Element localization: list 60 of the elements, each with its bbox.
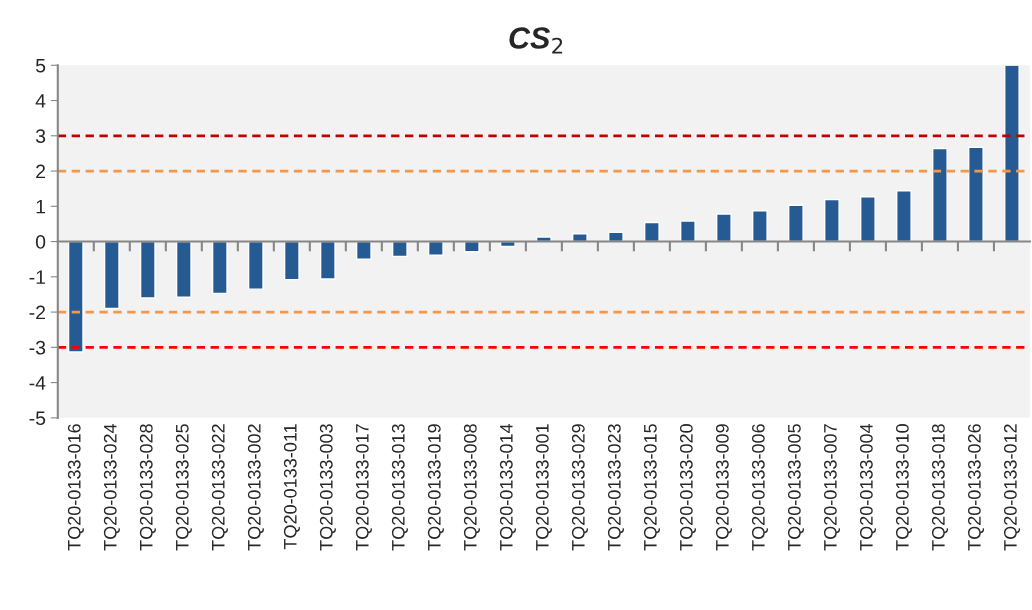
y-tick-label: 3 (35, 129, 46, 144)
chart-title: CS$_{2}$ (509, 27, 563, 54)
x-tick-label: TQ20-0133-006 (751, 424, 768, 551)
x-tick-label: TQ20-0133-005 (787, 424, 804, 551)
bar (751, 210, 768, 243)
bar (283, 240, 300, 281)
y-tick-label: -2 (29, 305, 46, 320)
bar (175, 240, 192, 298)
x-tick-label: TQ20-0133-011 (283, 424, 300, 550)
x-tick-label: TQ20-0133-004 (859, 423, 876, 551)
y-tick-label: 0 (35, 235, 46, 249)
bar (679, 220, 696, 243)
x-tick-label: TQ20-0133-019 (427, 424, 444, 551)
x-tick-label: TQ20-0133-015 (643, 424, 660, 551)
x-tick-label: TQ20-0133-003 (319, 424, 336, 551)
bar (824, 198, 840, 243)
x-tick-label: TQ20-0133-001 (535, 424, 552, 551)
y-tick-label: -1 (29, 270, 46, 284)
x-tick-label: TQ20-0133-022 (211, 424, 228, 551)
x-tick-label: TQ20-0133-028 (139, 424, 156, 551)
bar (103, 240, 120, 310)
x-tick-label: TQ20-0133-024 (103, 423, 120, 551)
x-tick-label: TQ20-0133-026 (967, 424, 985, 551)
bar (319, 240, 336, 280)
bar (1004, 65, 1020, 243)
bar (896, 190, 912, 243)
bar (355, 240, 372, 260)
x-tick-label: TQ20-0133-018 (931, 424, 948, 551)
bar (211, 240, 228, 295)
y-tick-label: 2 (36, 164, 46, 179)
bar (860, 196, 876, 243)
x-tick-label: TQ20-0133-007 (823, 424, 840, 551)
x-tick-label: TQ20-0133-013 (391, 424, 408, 551)
x-tick-label: TQ20-0133-025 (175, 424, 192, 551)
x-tick-label: TQ20-0133-029 (571, 424, 588, 551)
bar (968, 146, 984, 243)
x-tick-label: TQ20-0133-020 (679, 424, 696, 551)
x-tick-label: TQ20-0133-016 (67, 424, 84, 551)
x-tick-label: TQ20-0133-008 (463, 424, 480, 551)
y-tick-label: -4 (29, 376, 46, 390)
y-tick-label: 1 (36, 199, 46, 214)
y-tick-label: 5 (35, 58, 46, 73)
x-tick-label: TQ20-0133-009 (715, 424, 732, 551)
bar (67, 240, 84, 353)
bar (932, 147, 948, 243)
x-tick-label: TQ20-0133-012 (1003, 424, 1021, 551)
y-tick-label: 4 (35, 94, 46, 108)
bar (788, 204, 804, 243)
bar (247, 240, 264, 290)
bar (643, 221, 660, 243)
bar (715, 213, 732, 243)
x-tick-label: TQ20-0133-010 (895, 424, 912, 551)
y-tick-label: -3 (29, 340, 46, 355)
y-tick-label: -5 (29, 411, 46, 426)
bar (571, 233, 588, 243)
bar (139, 240, 156, 299)
x-tick-label: TQ20-0133-002 (247, 424, 264, 551)
x-tick-label: TQ20-0133-023 (607, 424, 624, 551)
x-tick-label: TQ20-0133-017 (355, 424, 372, 551)
x-tick-label: TQ20-0133-014 (499, 423, 516, 551)
